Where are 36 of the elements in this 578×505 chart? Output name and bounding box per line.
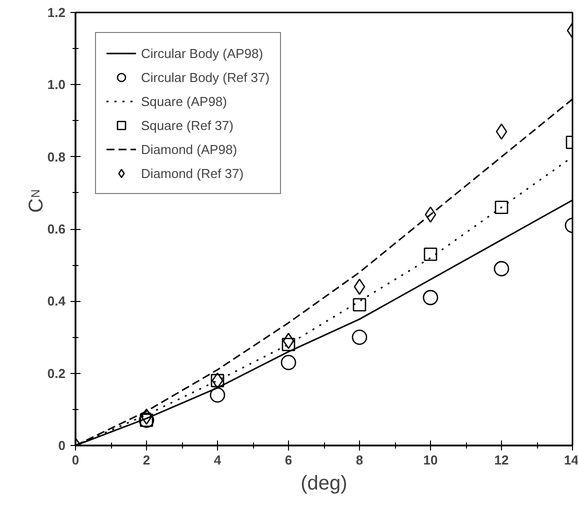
y-tick-label: 0.8 bbox=[47, 149, 66, 164]
x-tick-label: 12 bbox=[494, 452, 509, 468]
y-tick-label: 1.0 bbox=[47, 77, 66, 92]
legend-label: Circular Body (AP98) bbox=[141, 46, 264, 60]
point bbox=[140, 408, 152, 425]
y-tick-label: 0.2 bbox=[47, 366, 66, 381]
legend-label: Circular Body (Ref 37) bbox=[141, 70, 270, 84]
x-tick-label: 6 bbox=[284, 452, 292, 468]
point bbox=[210, 387, 226, 403]
legend-label: Diamond (Ref 37) bbox=[141, 166, 244, 180]
x-tick-label: 4 bbox=[214, 452, 222, 468]
y-tick-label: 0.4 bbox=[47, 294, 66, 309]
x-tick-label: 0 bbox=[72, 452, 80, 468]
x-tick-label: 2 bbox=[142, 452, 150, 468]
point bbox=[494, 261, 510, 276]
y-tick-label: 1.2 bbox=[47, 5, 66, 20]
x-tick-label: 8 bbox=[356, 452, 364, 468]
point bbox=[494, 200, 508, 214]
legend-label: Square (Ref 37) bbox=[141, 118, 234, 132]
point bbox=[282, 332, 294, 350]
point bbox=[424, 248, 438, 261]
y-tick-label: 0 bbox=[58, 438, 66, 453]
point bbox=[282, 338, 296, 352]
point bbox=[422, 290, 438, 306]
x-tick-label: 10 bbox=[423, 452, 438, 468]
point bbox=[354, 278, 366, 295]
y-tick-label: 0.6 bbox=[47, 222, 66, 236]
point bbox=[352, 298, 366, 312]
point bbox=[496, 123, 508, 140]
point bbox=[424, 206, 436, 223]
point bbox=[352, 330, 368, 345]
x-axis-title: (deg) bbox=[300, 472, 348, 494]
point bbox=[280, 354, 296, 370]
legend-label: Diamond (AP98) bbox=[141, 142, 238, 156]
legend-label: Square (AP98) bbox=[141, 94, 227, 108]
y-axis-title: CN bbox=[26, 189, 48, 213]
